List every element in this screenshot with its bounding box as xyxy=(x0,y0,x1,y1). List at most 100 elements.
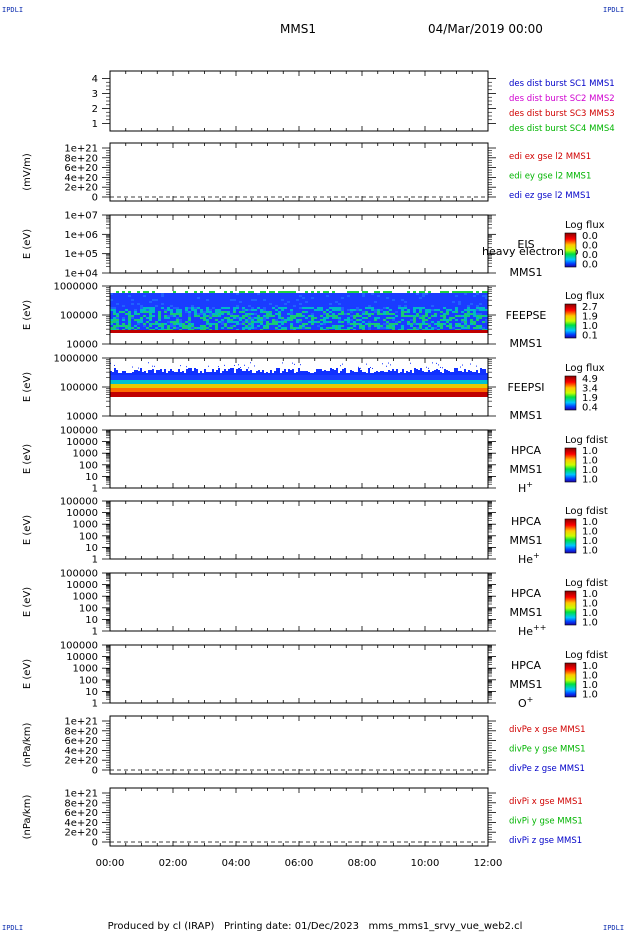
spectrogram-cell xyxy=(152,293,155,295)
spectrogram-cell xyxy=(398,325,401,327)
spectrogram-cell xyxy=(482,291,485,293)
spectrogram-cell xyxy=(452,327,455,329)
spectrogram-cell xyxy=(113,321,116,323)
colorbar-tick-label: 1.0 xyxy=(582,671,598,682)
spectrogram-cell xyxy=(449,327,452,329)
spectrogram-cell xyxy=(474,372,476,375)
spectrogram-cell xyxy=(230,311,233,313)
spectrogram-cell xyxy=(212,301,215,303)
spectrogram-cell xyxy=(158,295,161,297)
spectrogram-cell xyxy=(281,297,284,299)
spectrogram-cell xyxy=(134,319,137,321)
spectrogram-cell xyxy=(251,327,254,329)
spectrogram-cell xyxy=(176,297,179,299)
spectrogram-cell xyxy=(212,311,215,313)
spectrogram-cell xyxy=(194,305,197,307)
spectrogram-cell xyxy=(302,309,305,311)
spectrogram-cell xyxy=(362,321,365,323)
spectrogram-cell xyxy=(179,323,182,325)
spectrogram-cell xyxy=(239,299,242,301)
spectrogram-cell xyxy=(386,303,389,305)
spectrogram-cell xyxy=(245,323,248,325)
spectrogram-cell xyxy=(176,321,179,323)
spectrogram-cell xyxy=(118,373,120,375)
spectrogram-cell xyxy=(212,291,215,293)
spectrogram-cell xyxy=(419,323,422,325)
spectrogram-cell xyxy=(197,293,200,295)
spectrogram-cell xyxy=(257,293,260,295)
spectrogram-cell xyxy=(389,317,392,319)
spectrogram-cell xyxy=(155,321,158,323)
spectrogram-cell xyxy=(308,317,311,319)
spectrogram-cell xyxy=(290,317,293,319)
spectrogram-cell xyxy=(302,305,305,307)
spectrogram-cell xyxy=(404,325,407,327)
spectrogram-cell xyxy=(344,321,347,323)
spectrogram-cell xyxy=(359,301,362,303)
spectrogram-cell xyxy=(128,293,131,295)
spectrogram-cell xyxy=(467,307,470,309)
spectrogram-cell xyxy=(359,305,362,307)
spectrogram-cell xyxy=(338,303,341,305)
spectrogram-cell xyxy=(449,321,452,323)
spectrogram-cell xyxy=(186,369,188,375)
spectrogram-cell xyxy=(384,372,386,375)
spectrogram-cell xyxy=(242,295,245,297)
colorbar xyxy=(564,375,577,411)
spectrogram-cell xyxy=(221,297,224,299)
spectrogram-cell xyxy=(308,319,311,321)
spectrogram-cell xyxy=(479,305,482,307)
spectrogram-cell xyxy=(434,315,437,317)
spectrogram-cell xyxy=(281,313,284,315)
spectrogram-cell xyxy=(413,315,416,317)
y-axis-label: E (eV) xyxy=(22,587,33,617)
spectrogram-cell xyxy=(419,325,422,327)
y-tick-label: 3 xyxy=(92,89,98,100)
spectrogram-cell xyxy=(378,372,380,375)
spectrogram-cell xyxy=(200,311,203,313)
spectrogram-cell xyxy=(377,299,380,301)
spectrogram-cell xyxy=(440,319,443,321)
spectrogram-cell xyxy=(156,370,158,375)
spectrogram-cell xyxy=(323,297,326,299)
spectrogram-cell xyxy=(194,311,197,313)
spectrogram-cell xyxy=(274,371,276,375)
spectrogram-cell xyxy=(347,291,350,293)
spectrogram-cell xyxy=(208,365,209,367)
spectrogram-cell xyxy=(113,315,116,317)
spectrogram-cell xyxy=(158,297,161,299)
spectrogram-cell xyxy=(407,309,410,311)
spectrogram-cell xyxy=(167,311,170,313)
y-tick-label: 10 xyxy=(85,472,98,483)
spectrogram-cell xyxy=(356,303,359,305)
spectrogram-cell xyxy=(230,295,233,297)
spectrogram-cell xyxy=(443,307,446,309)
spectrogram-cell xyxy=(254,323,257,325)
spectrogram-cell xyxy=(305,327,308,329)
spectrogram-cell xyxy=(185,311,188,313)
spectrogram-cell xyxy=(401,323,404,325)
spectrogram-cell xyxy=(338,309,341,311)
spectrogram-cell xyxy=(376,371,378,375)
spectrogram-cell xyxy=(251,303,254,305)
spectrogram-cell xyxy=(299,323,302,325)
spectrogram-cell xyxy=(467,327,470,329)
spectrogram-cell xyxy=(359,311,362,313)
spectrogram-cell xyxy=(227,323,230,325)
spectrogram-cell xyxy=(185,325,188,327)
spectrogram-cell xyxy=(119,327,122,329)
legend-entry: des dist burst SC4 MMS4 xyxy=(509,124,615,134)
spectrogram-cell xyxy=(272,307,275,309)
spectrogram-cell xyxy=(323,307,326,309)
spectrogram-cell xyxy=(446,370,448,375)
spectrogram-cell xyxy=(308,315,311,317)
spectrogram-cell xyxy=(398,323,401,325)
spectrogram-cell xyxy=(443,299,446,301)
spectrogram-cell xyxy=(347,323,350,325)
spectrogram-cell xyxy=(317,291,320,293)
spectrogram-cell xyxy=(431,305,434,307)
spectrogram-cell xyxy=(344,293,347,295)
footer-printing-date: Printing date: 01/Dec/2023 xyxy=(223,921,359,932)
y-tick-label: 10 xyxy=(85,687,98,698)
spectrogram-cell xyxy=(344,311,347,313)
